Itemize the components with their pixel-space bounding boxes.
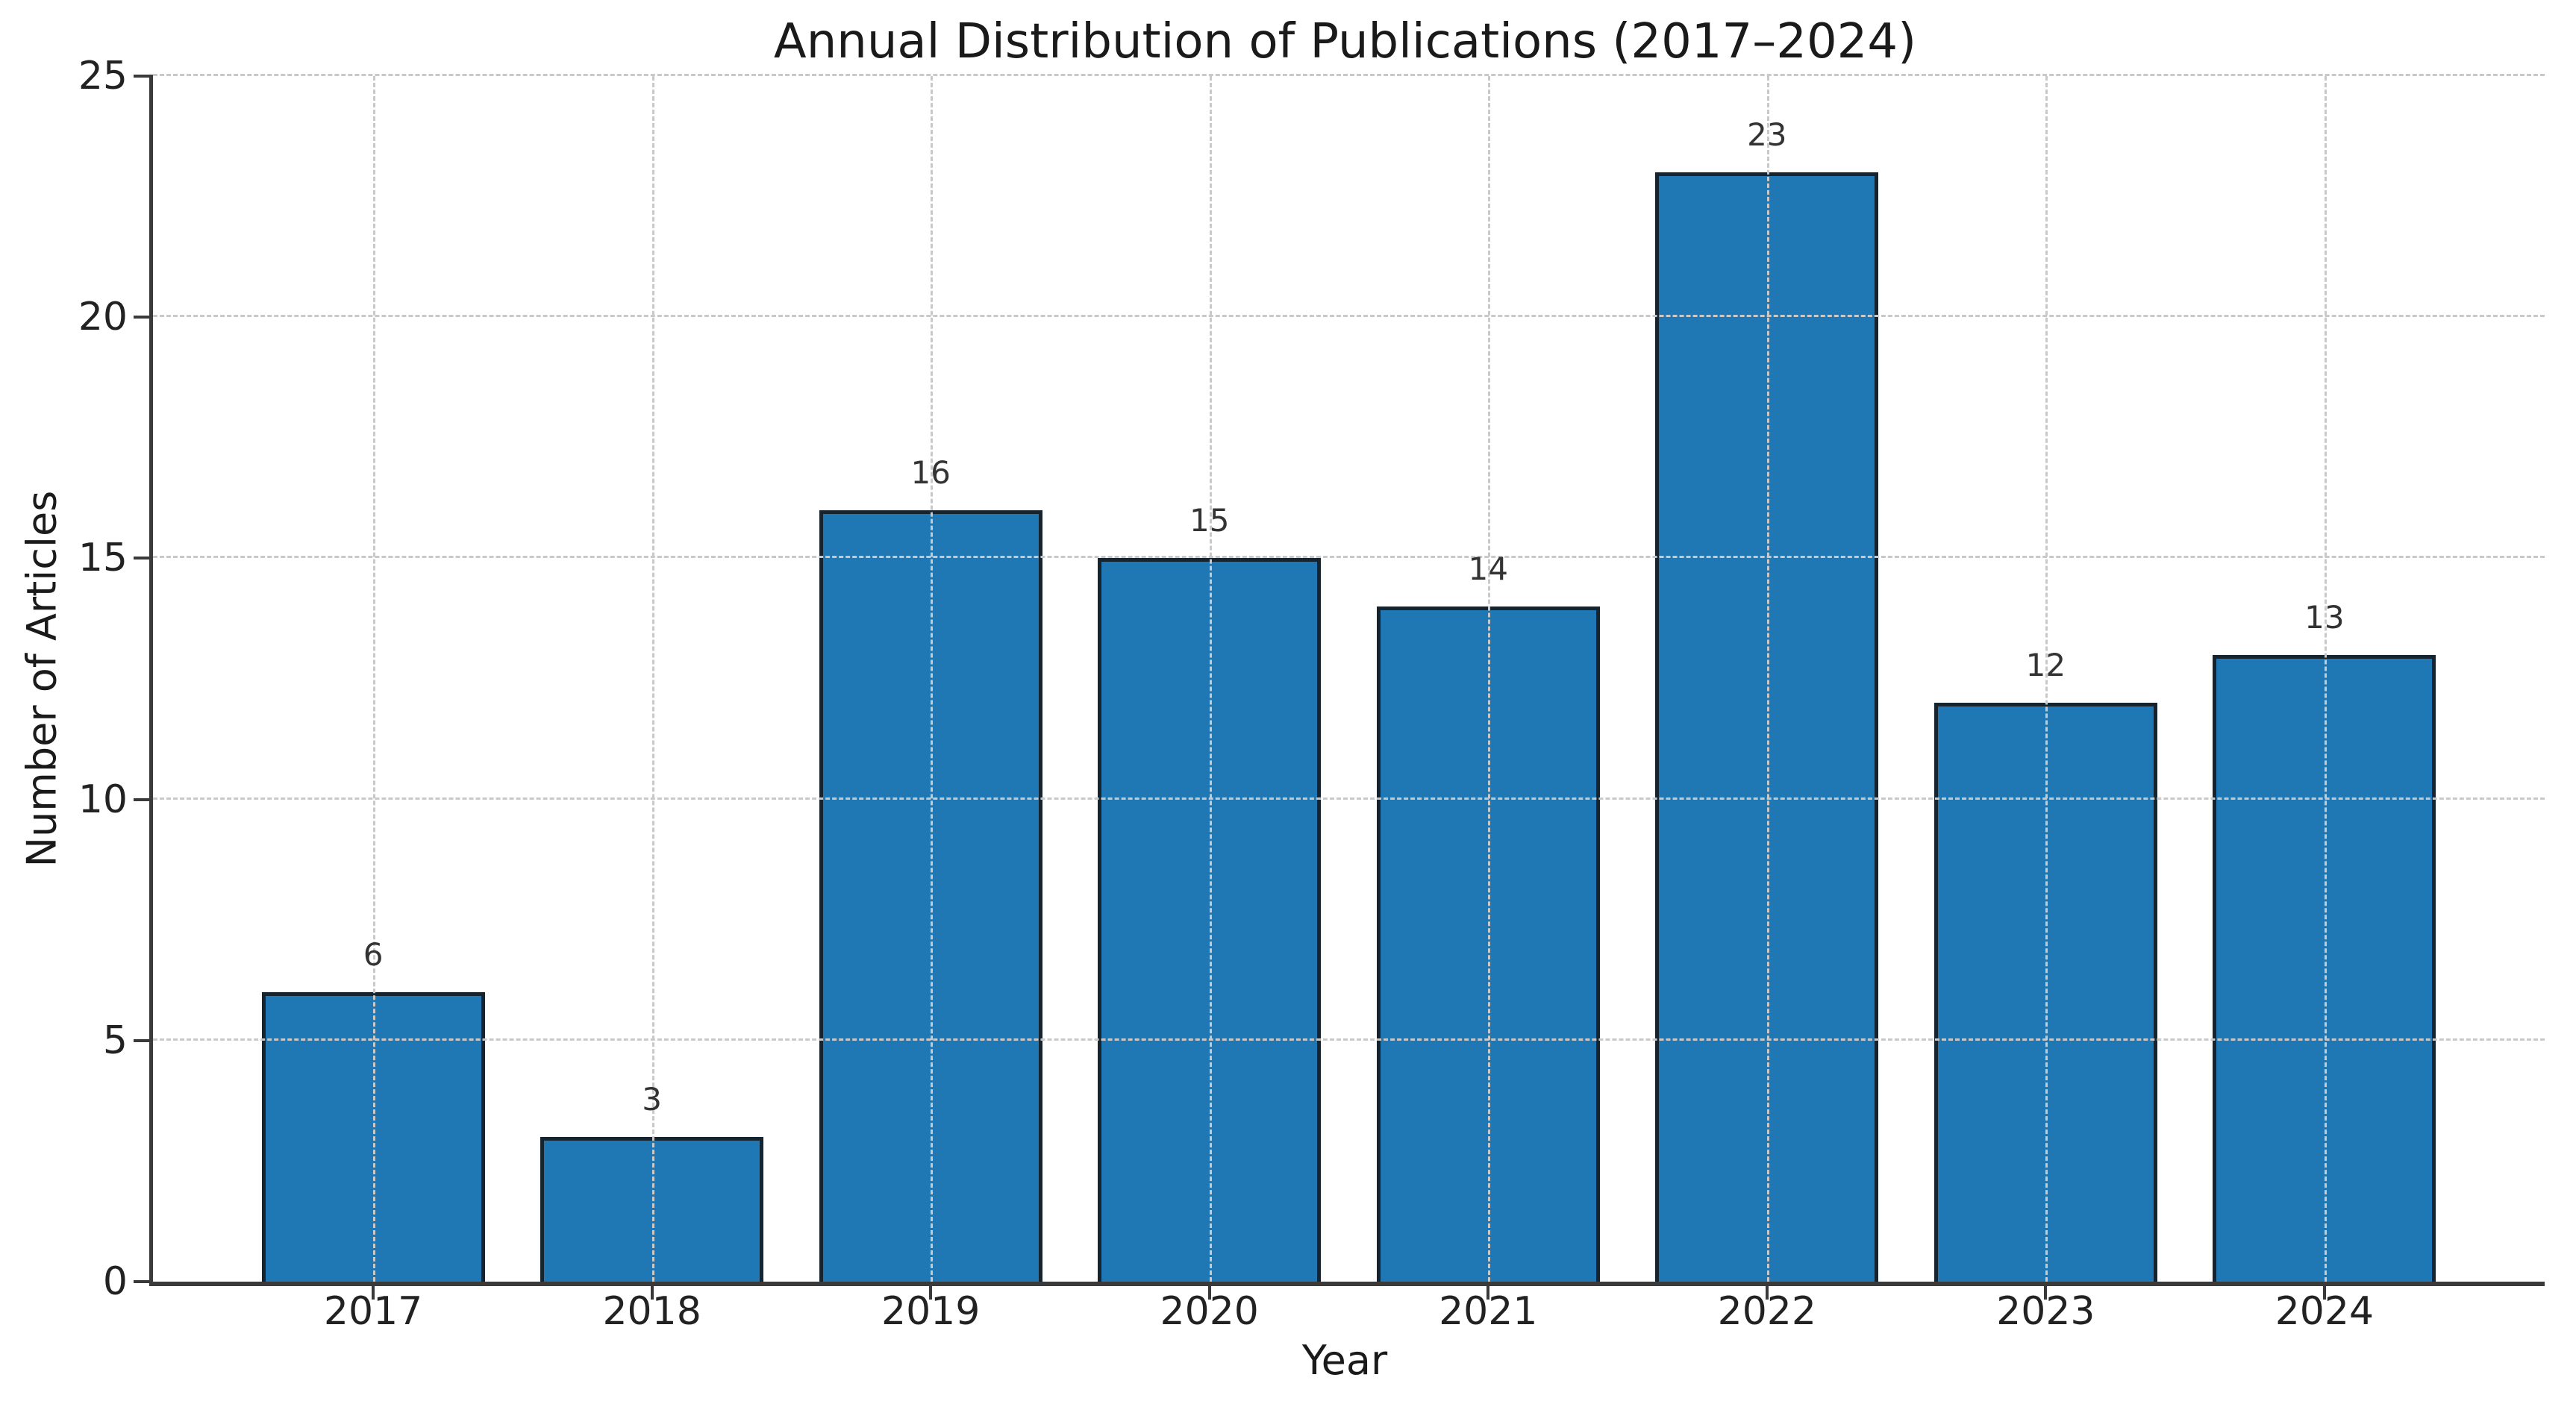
- x-tick-label-2018: 2018: [602, 1289, 701, 1334]
- y-tick-mark-20: [134, 316, 153, 319]
- h-gridline-5: [153, 1038, 2545, 1041]
- y-tick-label-5: 5: [102, 1018, 128, 1063]
- h-gridline-25: [153, 74, 2545, 76]
- bar-value-label-2017: 6: [363, 936, 384, 974]
- x-tick-label-2022: 2022: [1717, 1289, 1816, 1334]
- x-axis-title: Year: [1301, 1337, 1388, 1384]
- x-tick-label-2020: 2020: [1160, 1289, 1259, 1334]
- bar-2021: [1376, 607, 1600, 1282]
- bar-2018: [540, 1137, 764, 1282]
- bar-value-label-2018: 3: [642, 1081, 663, 1118]
- x-tick-mark-2019: [929, 1282, 933, 1300]
- x-tick-mark-2020: [1207, 1282, 1211, 1300]
- x-tick-mark-2021: [1486, 1282, 1490, 1300]
- y-axis-title: Number of Articles: [18, 490, 66, 868]
- bar-2024: [2213, 654, 2436, 1282]
- x-tick-label-2019: 2019: [881, 1289, 981, 1334]
- bar-2020: [1098, 558, 1322, 1282]
- y-tick-label-10: 10: [78, 777, 128, 822]
- bar-value-label-2023: 12: [2025, 647, 2066, 684]
- bar-value-label-2022: 23: [1747, 116, 1787, 154]
- bar-value-label-2020: 15: [1189, 502, 1230, 539]
- x-tick-label-2017: 2017: [323, 1289, 423, 1334]
- y-tick-mark-5: [134, 1038, 153, 1042]
- y-tick-label-0: 0: [102, 1259, 128, 1304]
- x-tick-mark-2017: [372, 1282, 375, 1300]
- bar-2022: [1655, 172, 1879, 1282]
- x-tick-mark-2022: [1765, 1282, 1769, 1300]
- y-tick-mark-15: [134, 557, 153, 560]
- x-tick-label-2021: 2021: [1439, 1289, 1538, 1334]
- x-tick-mark-2023: [2044, 1282, 2048, 1300]
- plot-area: 0 5 10 15 20 25 6 2017 3 2018 16 2019 15 2020 14 2021 23…: [78, 57, 2545, 1331]
- h-gridline-15: [153, 556, 2545, 559]
- y-tick-label-25: 25: [78, 54, 128, 98]
- y-tick-label-15: 15: [78, 536, 128, 581]
- bar-2019: [819, 510, 1042, 1282]
- bar-2017: [261, 992, 485, 1282]
- x-tick-mark-2024: [2322, 1282, 2326, 1300]
- y-tick-mark-10: [134, 797, 153, 801]
- y-tick-label-20: 20: [78, 295, 128, 340]
- bar-value-label-2021: 14: [1468, 551, 1508, 588]
- x-tick-label-2023: 2023: [1996, 1289, 2095, 1334]
- bar-value-label-2019: 16: [910, 454, 951, 491]
- y-tick-mark-25: [134, 75, 153, 78]
- h-gridline-20: [153, 315, 2545, 318]
- h-gridline-10: [153, 797, 2545, 800]
- bar-2023: [1933, 703, 2157, 1282]
- chart-title: Annual Distribution of Publications (201…: [773, 14, 1917, 69]
- y-tick-mark-0: [134, 1280, 153, 1283]
- x-tick-mark-2018: [650, 1282, 654, 1300]
- bar-value-label-2024: 13: [2304, 598, 2345, 636]
- x-tick-label-2024: 2024: [2275, 1289, 2375, 1334]
